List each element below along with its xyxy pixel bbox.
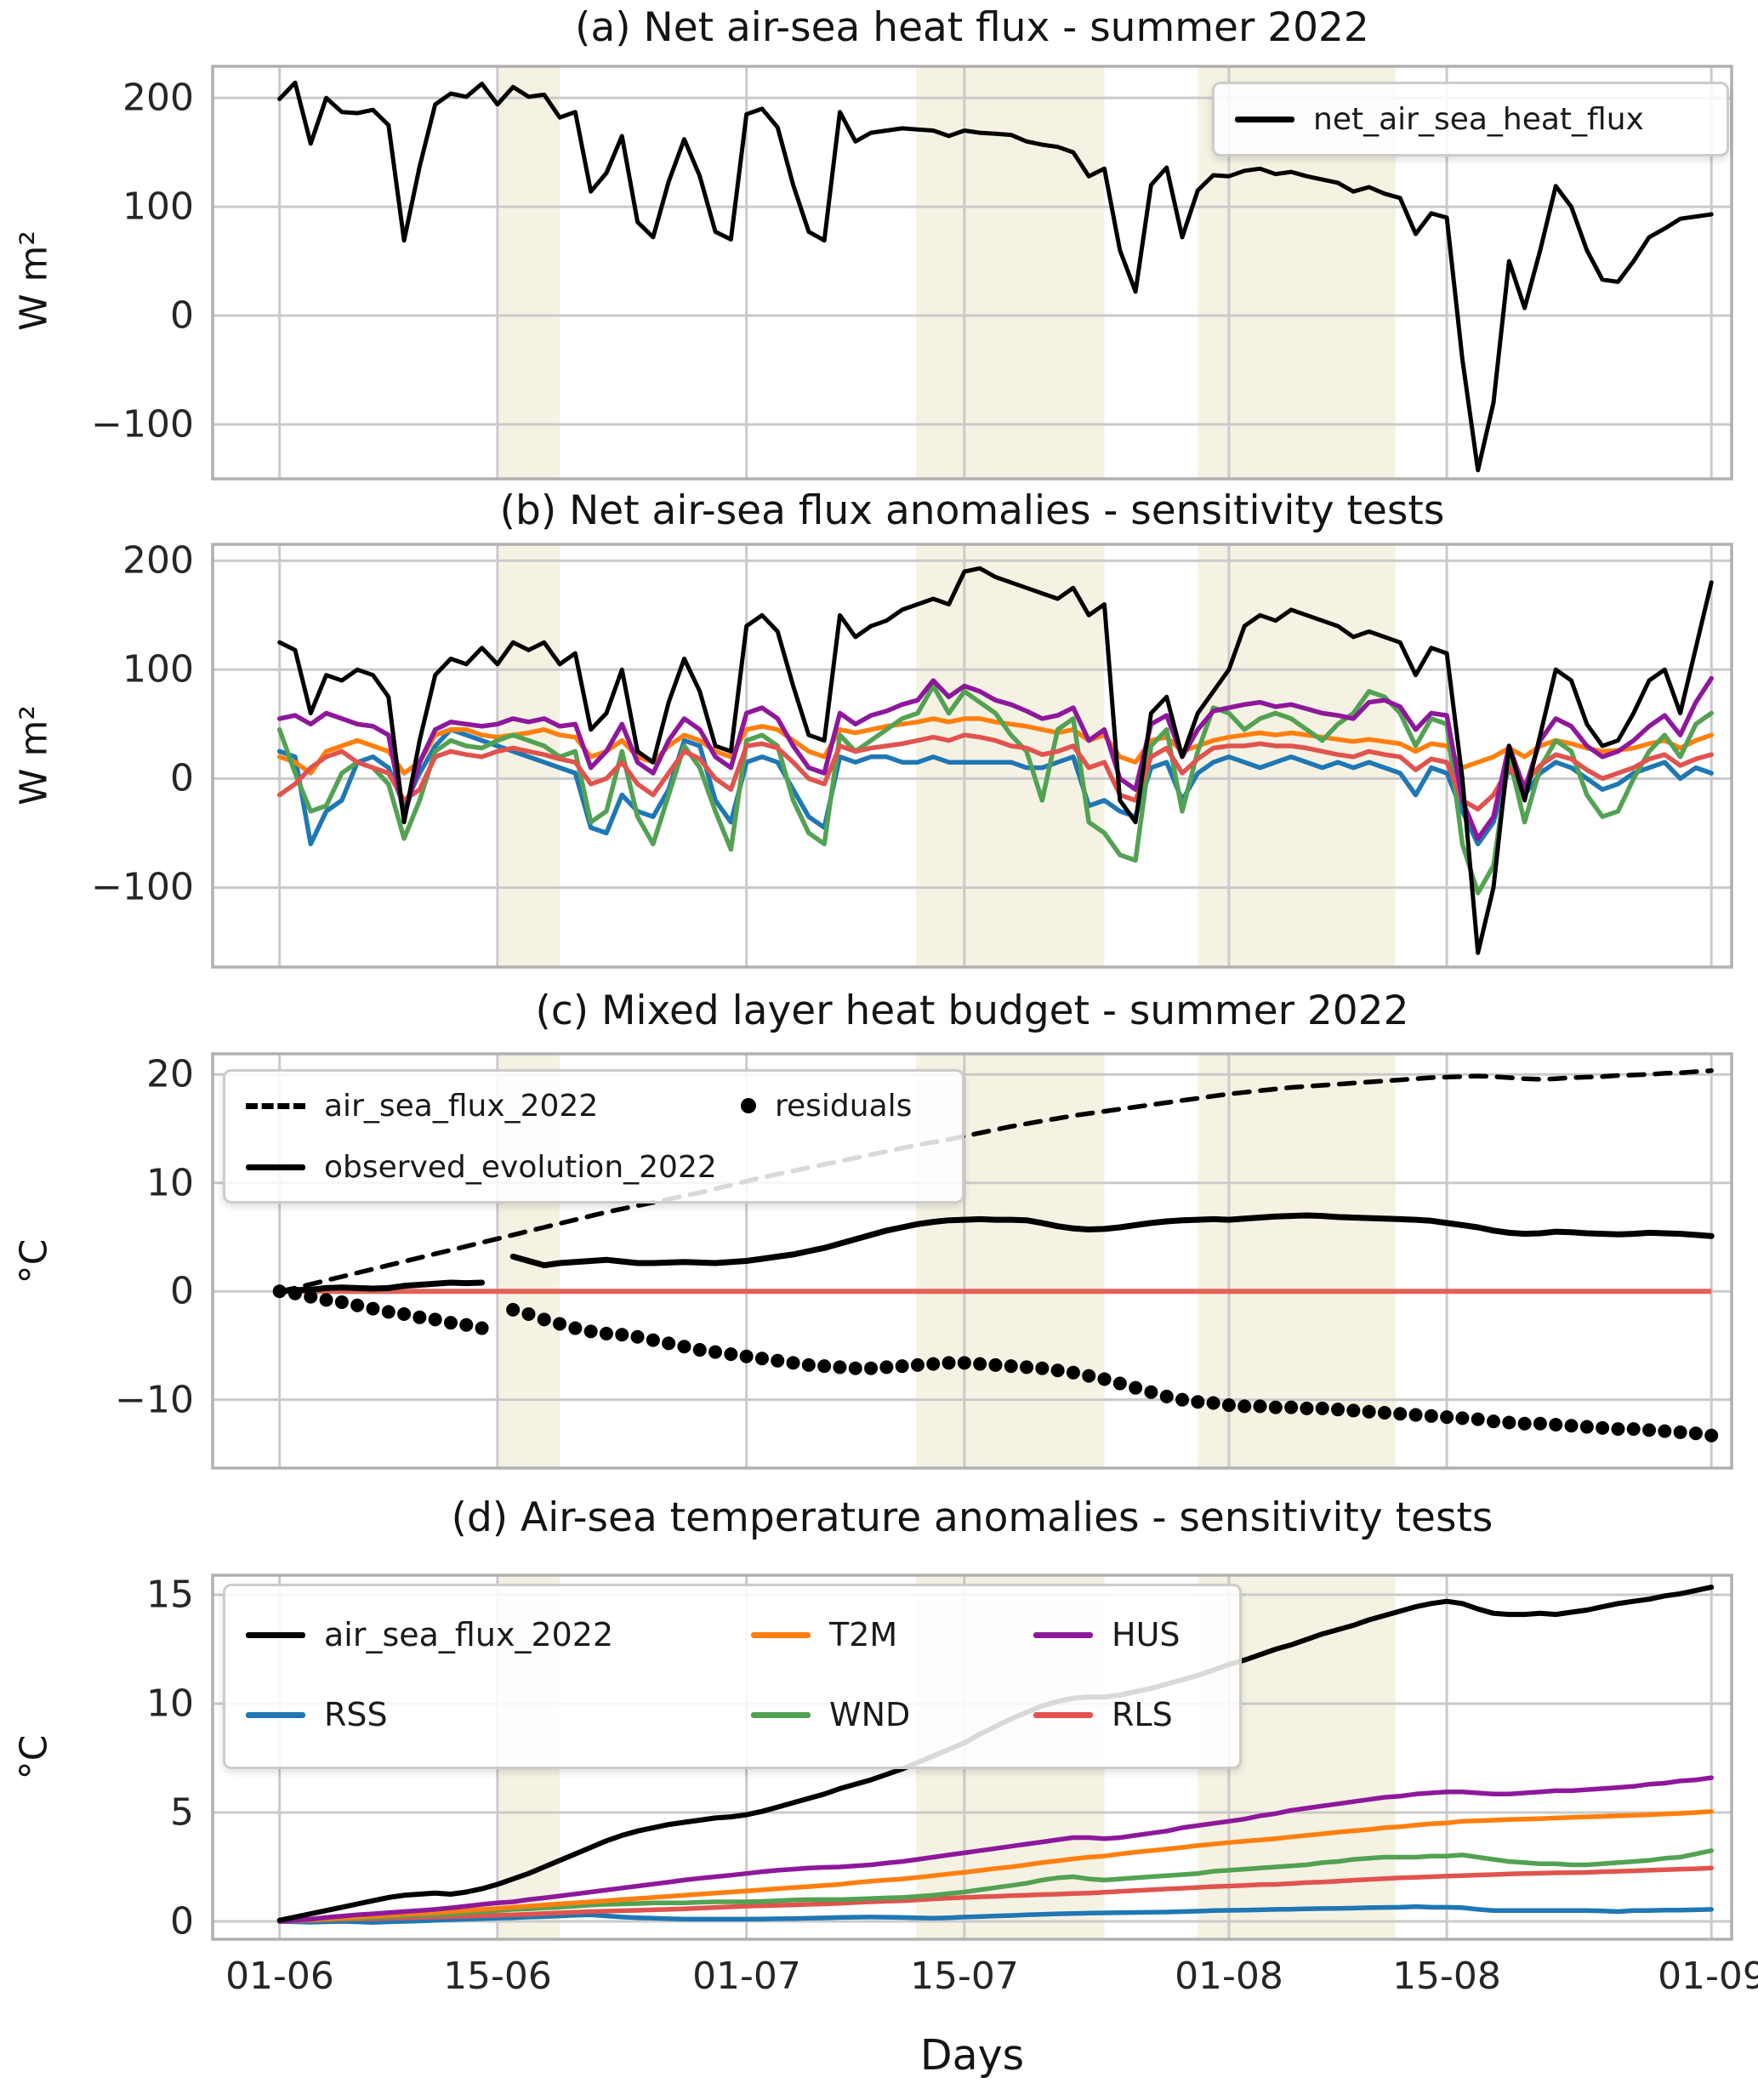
legend-item-observed-evolution-2022: observed_evolution_2022 <box>246 1141 717 1192</box>
ytick-c-n10: −10 <box>115 1378 194 1422</box>
ytick-a-100: 100 <box>122 185 194 229</box>
legend-label: WND <box>829 1696 911 1733</box>
legend-item-net-air-sea-heat-flux: net_air_sea_heat_flux <box>1235 84 1644 154</box>
panel-c-title: (c) Mixed layer heat budget - summer 202… <box>535 987 1409 1034</box>
legend-label: air_sea_flux_2022 <box>324 1616 614 1653</box>
panel-a-title: (a) Net air-sea heat flux - summer 2022 <box>575 4 1369 51</box>
xtick-15-07: 15-07 <box>910 1955 1019 1998</box>
legend-label: RLS <box>1112 1696 1173 1733</box>
line-swatch-purple <box>1033 1631 1093 1638</box>
legend-label: residuals <box>775 1088 913 1124</box>
legend-item-rls: RLS <box>1033 1685 1173 1744</box>
legend-item-t2m: T2M <box>751 1605 897 1665</box>
ytick-a-n100: −100 <box>91 402 194 447</box>
legend-label: net_air_sea_heat_flux <box>1313 101 1644 137</box>
legend-item-residuals: residuals <box>719 1080 912 1131</box>
ytick-a-0: 0 <box>170 293 194 338</box>
legend-item-air-sea-flux-2022: air_sea_flux_2022 <box>246 1080 598 1131</box>
panel-d-title: (d) Air-sea temperature anomalies - sens… <box>451 1494 1493 1541</box>
legend-item-rss: RSS <box>246 1685 388 1744</box>
legend-item-hus: HUS <box>1033 1605 1181 1665</box>
legend-label: air_sea_flux_2022 <box>324 1088 599 1124</box>
y-axis-label-d: °C <box>12 1734 56 1780</box>
ytick-d-5: 5 <box>170 1790 194 1835</box>
legend-item-air-sea-flux-2022: air_sea_flux_2022 <box>246 1605 613 1665</box>
xtick-01-09: 01-09 <box>1658 1955 1758 1998</box>
ytick-c-0: 0 <box>170 1269 194 1313</box>
ytick-b-n100: −100 <box>91 865 194 909</box>
ytick-b-100: 100 <box>122 647 194 691</box>
line-swatch-black <box>1235 116 1294 122</box>
ytick-c-20: 20 <box>146 1052 194 1096</box>
legend-label: HUS <box>1112 1616 1181 1653</box>
xtick-15-08: 15-08 <box>1392 1955 1501 1998</box>
legend-panel-c: air_sea_flux_2022 observed_evolution_202… <box>223 1069 964 1204</box>
dot-marker-swatch <box>741 1098 756 1113</box>
ytick-b-0: 0 <box>170 756 194 800</box>
ytick-d-0: 0 <box>170 1899 194 1943</box>
line-swatch-green <box>751 1711 811 1718</box>
legend-item-wnd: WND <box>751 1685 910 1744</box>
ytick-a-200: 200 <box>122 76 194 120</box>
line-swatch-black <box>246 1631 305 1638</box>
xtick-01-07: 01-07 <box>692 1955 801 1998</box>
line-swatch-orange <box>751 1631 811 1638</box>
xtick-01-08: 01-08 <box>1175 1955 1283 1998</box>
xtick-01-06: 01-06 <box>225 1955 334 1998</box>
xtick-15-06: 15-06 <box>443 1955 552 1998</box>
ytick-d-10: 10 <box>146 1682 194 1726</box>
legend-label: T2M <box>829 1616 898 1653</box>
legend-label: RSS <box>324 1696 388 1733</box>
legend-label: observed_evolution_2022 <box>324 1149 717 1185</box>
ytick-d-15: 15 <box>146 1573 194 1617</box>
legend-panel-d: air_sea_flux_2022 RSS T2M WND HUS RLS <box>223 1584 1242 1769</box>
solid-line-swatch <box>246 1164 305 1170</box>
ytick-b-200: 200 <box>122 538 194 583</box>
x-axis-label: Days <box>919 2031 1025 2080</box>
line-swatch-blue <box>246 1711 305 1718</box>
legend-panel-a: net_air_sea_heat_flux <box>1212 82 1729 157</box>
dashed-line-swatch <box>246 1102 305 1109</box>
panel-b-title: (b) Net air-sea flux anomalies - sensiti… <box>499 487 1445 534</box>
line-swatch-red <box>1033 1711 1093 1718</box>
ytick-c-10: 10 <box>146 1161 194 1205</box>
